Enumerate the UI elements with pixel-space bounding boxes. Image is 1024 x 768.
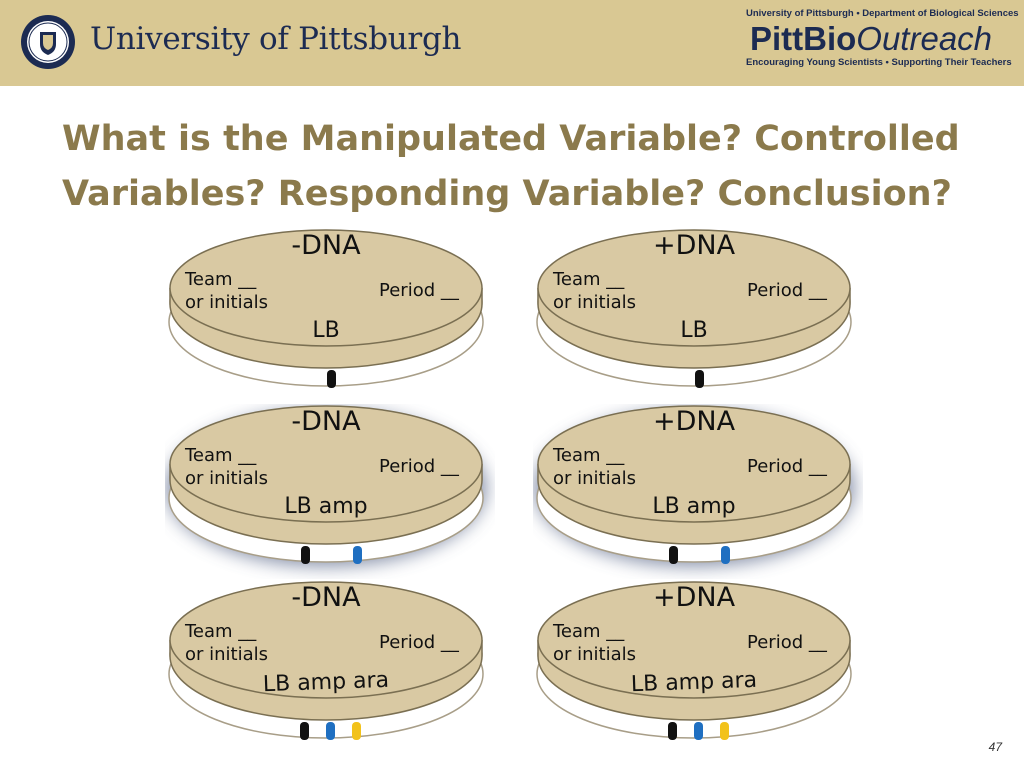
marker-row (165, 546, 487, 566)
medium-label: LB amp (652, 494, 736, 519)
period-label: Period __ (747, 280, 827, 301)
brand-outreach: Outreach (856, 20, 993, 57)
marker-row (533, 722, 855, 742)
team-line: Team __ (185, 445, 257, 466)
team-label: Team __ or initials (185, 620, 268, 666)
pittbio-outreach-logo: University of Pittsburgh • Department of… (746, 8, 1019, 68)
initials-line: or initials (553, 292, 637, 313)
dna-label: -DNA (291, 230, 361, 261)
team-label: Team __ or initials (553, 268, 636, 314)
dna-label: -DNA (291, 582, 361, 613)
initials-line: or initials (185, 468, 269, 489)
medium-label: LB (312, 318, 340, 343)
university-seal-icon (21, 15, 75, 69)
marker-black (668, 722, 677, 740)
marker-row (533, 370, 855, 390)
dna-label: +DNA (652, 406, 736, 437)
team-line: Team __ (553, 621, 625, 642)
initials-line: or initials (553, 468, 637, 489)
petri-dish-icon (536, 229, 852, 387)
team-label: Team __ or initials (553, 444, 636, 490)
team-line: Team __ (185, 621, 257, 642)
marker-yellow (720, 722, 729, 740)
petri-plate: +DNA Team __ or initials Period __ LB am… (533, 404, 863, 579)
header-banner: University of Pittsburgh University of P… (0, 0, 1024, 86)
page-number: 47 (988, 740, 1002, 754)
marker-row (165, 722, 487, 742)
dna-label: +DNA (652, 582, 736, 613)
marker-row (165, 370, 487, 390)
period-label: Period __ (379, 456, 459, 477)
marker-row (533, 546, 855, 566)
petri-dish-icon (536, 581, 852, 739)
petri-plate: -DNA Team __ or initials Period __ LB am… (165, 580, 495, 755)
marker-blue (694, 722, 703, 740)
petri-plate: +DNA Team __ or initials Period __ LB (533, 228, 863, 403)
period-label: Period __ (379, 280, 459, 301)
team-line: Team __ (185, 269, 257, 290)
dna-label: -DNA (291, 406, 361, 437)
brand-wordmark: PittBioOutreach (746, 19, 996, 59)
petri-dish-icon (168, 229, 484, 387)
petri-dish-icon (534, 405, 854, 566)
marker-black (300, 722, 309, 740)
marker-black (301, 546, 310, 564)
initials-line: or initials (553, 644, 637, 665)
medium-label: LB (680, 318, 708, 343)
university-name: University of Pittsburgh (90, 21, 462, 57)
initials-line: or initials (185, 292, 269, 313)
team-label: Team __ or initials (185, 268, 268, 314)
slide-title: What is the Manipulated Variable? Contro… (62, 119, 960, 214)
brand-pittbio: PittBio (749, 20, 857, 57)
petri-dish-icon (168, 581, 484, 739)
marker-blue (326, 722, 335, 740)
marker-yellow (352, 722, 361, 740)
period-label: Period __ (747, 456, 827, 477)
marker-blue (721, 546, 730, 564)
petri-dish-icon (166, 405, 486, 566)
marker-black (327, 370, 336, 388)
brand-department: University of Pittsburgh • Department of… (746, 8, 1019, 19)
marker-blue (353, 546, 362, 564)
dna-label: +DNA (652, 230, 736, 261)
period-label: Period __ (747, 632, 827, 653)
marker-black (695, 370, 704, 388)
team-line: Team __ (553, 269, 625, 290)
team-label: Team __ or initials (185, 444, 268, 490)
petri-plate: -DNA Team __ or initials Period __ LB am… (165, 404, 495, 579)
marker-black (669, 546, 678, 564)
team-line: Team __ (553, 445, 625, 466)
team-label: Team __ or initials (553, 620, 636, 666)
petri-plate: -DNA Team __ or initials Period __ LB (165, 228, 495, 403)
initials-line: or initials (185, 644, 269, 665)
petri-plate: +DNA Team __ or initials Period __ LB am… (533, 580, 863, 755)
medium-label: LB amp (284, 494, 368, 519)
brand-tagline: Encouraging Young Scientists • Supportin… (746, 57, 1012, 68)
period-label: Period __ (379, 632, 459, 653)
